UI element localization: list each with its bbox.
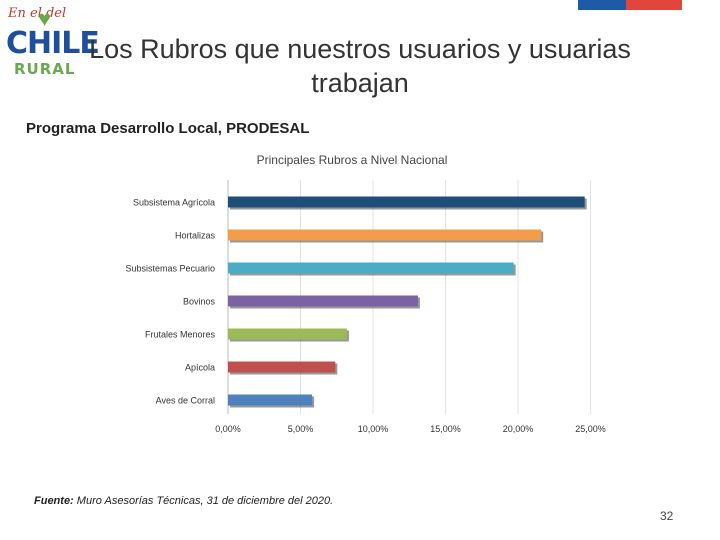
bar [228, 196, 585, 208]
x-tick-label: 15,00% [430, 424, 461, 434]
x-tick-label: 5,00% [288, 424, 314, 434]
page-title: Los Rubros que nuestros usuarios y usuar… [89, 34, 631, 98]
category-label: Aves de Corral [156, 396, 215, 406]
logo-bottom-text: RURAL [14, 60, 76, 78]
category-label: Subsistemas Pecuario [125, 264, 215, 274]
bar [228, 229, 542, 241]
page-number: 32 [660, 509, 674, 523]
x-tick-label: 0,00% [215, 424, 241, 434]
category-label: Hortalizas [175, 231, 216, 241]
x-tick-label: 25,00% [575, 424, 606, 434]
bar [228, 295, 418, 307]
bar [228, 394, 313, 406]
category-label: Frutales Menores [145, 330, 216, 340]
flag-blue-stripe [578, 0, 626, 10]
heart-icon: ♥ [38, 6, 52, 31]
page-subtitle: Programa Desarrollo Local, PRODESAL [26, 120, 310, 137]
source-label: Fuente: [34, 495, 74, 507]
bar [228, 328, 347, 340]
logo-top-text: En el del [8, 6, 67, 21]
x-tick-label: 10,00% [358, 424, 389, 434]
logo-main-text: CHILE [6, 26, 100, 61]
category-label: Subsistema Agrícola [133, 198, 215, 208]
source-text: Muro Asesorías Técnicas, 31 de diciembre… [73, 495, 334, 507]
source-note: Fuente: Muro Asesorías Técnicas, 31 de d… [34, 495, 333, 507]
bar [228, 361, 336, 373]
category-label: Bovinos [183, 297, 216, 307]
category-label: Apícola [185, 363, 215, 373]
chile-rural-logo: En el del ♥ CHILE RURAL [4, 6, 100, 78]
x-tick-label: 20,00% [503, 424, 534, 434]
bar [228, 262, 514, 274]
flag-red-stripe [626, 0, 682, 10]
chart-title: Principales Rubros a Nivel Nacional [257, 153, 448, 167]
